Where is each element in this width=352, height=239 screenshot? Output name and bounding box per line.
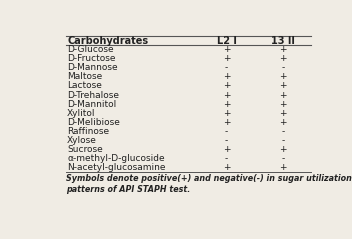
Text: D-Glucose: D-Glucose [67, 45, 114, 54]
Text: D-Fructose: D-Fructose [67, 54, 116, 63]
Text: +: + [279, 91, 287, 100]
Text: Symbols denote positive(+) and negative(-) in sugar utilization
patterns of API : Symbols denote positive(+) and negative(… [66, 174, 352, 194]
Text: -: - [282, 154, 285, 163]
Text: -: - [225, 136, 228, 145]
Text: D-Melibiose: D-Melibiose [67, 118, 120, 127]
Text: N-acetyl-glucosamine: N-acetyl-glucosamine [67, 163, 166, 172]
Text: +: + [279, 72, 287, 81]
Text: +: + [223, 72, 231, 81]
Text: +: + [223, 145, 231, 154]
Text: +: + [279, 81, 287, 91]
Text: -: - [282, 127, 285, 136]
Text: +: + [223, 100, 231, 109]
Text: +: + [223, 163, 231, 172]
Text: +: + [223, 118, 231, 127]
Text: α-methyl-D-glucoside: α-methyl-D-glucoside [67, 154, 165, 163]
Text: -: - [282, 63, 285, 72]
Text: +: + [223, 54, 231, 63]
Text: +: + [279, 145, 287, 154]
Text: D-Trehalose: D-Trehalose [67, 91, 119, 100]
Text: L2 I: L2 I [217, 36, 237, 46]
Text: +: + [223, 81, 231, 91]
Text: Xylitol: Xylitol [67, 109, 96, 118]
Text: Xylose: Xylose [67, 136, 97, 145]
Text: -: - [282, 136, 285, 145]
Text: Sucrose: Sucrose [67, 145, 103, 154]
Text: +: + [279, 54, 287, 63]
Text: +: + [279, 163, 287, 172]
Text: 13 II: 13 II [271, 36, 295, 46]
Text: +: + [279, 45, 287, 54]
Text: -: - [225, 127, 228, 136]
Text: Lactose: Lactose [67, 81, 102, 91]
Text: +: + [223, 109, 231, 118]
Text: -: - [225, 154, 228, 163]
Text: +: + [223, 91, 231, 100]
Text: Raffinose: Raffinose [67, 127, 109, 136]
Text: D-Mannose: D-Mannose [67, 63, 118, 72]
Text: D-Mannitol: D-Mannitol [67, 100, 117, 109]
Text: +: + [279, 118, 287, 127]
Text: Maltose: Maltose [67, 72, 102, 81]
Text: -: - [225, 63, 228, 72]
Text: +: + [223, 45, 231, 54]
Text: +: + [279, 100, 287, 109]
Text: +: + [279, 109, 287, 118]
Text: Carbohydrates: Carbohydrates [67, 36, 148, 46]
